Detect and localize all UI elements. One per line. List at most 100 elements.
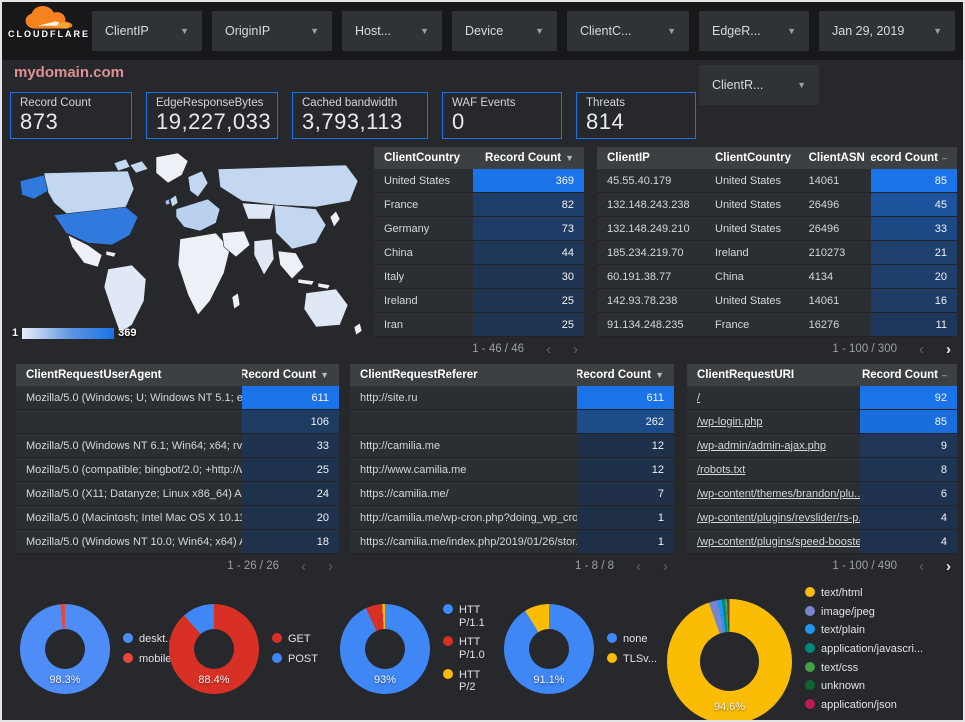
sort-header-record-count[interactable]: Record Count ▼	[576, 369, 664, 381]
filter-chip[interactable]: Host... ▼	[342, 11, 442, 51]
pagination: 1 - 100 / 490 ‹ ›	[687, 554, 957, 578]
prev-page-icon[interactable]: ‹	[919, 340, 924, 358]
legend-label: none	[623, 632, 648, 645]
sort-header-record-count[interactable]: Record Count ▼	[242, 369, 329, 381]
prev-page-icon[interactable]: ‹	[919, 557, 924, 575]
donut-ring[interactable]: 88.4%	[169, 604, 259, 694]
scorecard-value: 3,793,113	[302, 109, 403, 134]
uri-link[interactable]: /wp-content/plugins/speed-booste...	[697, 535, 860, 548]
next-page-icon[interactable]: ›	[573, 340, 578, 358]
scorecard-value: 0	[452, 109, 465, 134]
record-count-cell: 106	[242, 410, 339, 433]
sort-header-record-count[interactable]: Record Count–	[861, 369, 947, 381]
prev-page-icon[interactable]: ‹	[636, 557, 641, 575]
table-row: China 44	[374, 241, 584, 265]
sort-indicator-icon: –	[941, 370, 947, 380]
data-cell: Mozilla/5.0 (Windows NT 10.0; Win64; x64…	[26, 535, 242, 548]
legend-dot-icon	[607, 652, 617, 663]
scorecard-value: 814	[586, 109, 625, 134]
donut-ring[interactable]: 91.1%	[504, 604, 594, 694]
table-row: https://camilia.me/7	[350, 482, 674, 506]
cloudflare-logo: CLOUDFLARE	[8, 6, 90, 39]
filter-label: ClientR...	[712, 78, 764, 92]
data-cell: http://camilia.me	[360, 439, 441, 452]
uri-link[interactable]: /wp-content/plugins/revslider/rs-p...	[697, 511, 860, 524]
table-row: /wp-content/themes/brandon/plu... 6	[687, 482, 957, 506]
chevron-down-icon: ▼	[933, 26, 942, 36]
data-cell: Germany	[384, 222, 430, 235]
scorecard: Threats 814	[576, 92, 696, 139]
table-row: /robots.txt 8	[687, 458, 957, 482]
filter-chip[interactable]: EdgeR... ▼	[699, 11, 809, 51]
data-cell: Mozilla/5.0 (X11; Datanyze; Linux x86_64…	[26, 487, 243, 500]
data-cell: Mozilla/5.0 (Windows NT 6.1; Win64; x64;…	[26, 439, 243, 452]
geo-map-chart[interactable]: 1 369	[10, 147, 370, 347]
filter-bar: ClientIP ▼ OriginIP ▼ Host... ▼ Device ▼ ClientC…	[92, 11, 955, 51]
legend-label: TLSv...	[623, 652, 658, 665]
table-row: /wp-content/plugins/revslider/rs-p... 4	[687, 506, 957, 530]
table-header-row: ClientRequestReferer Record Count ▼	[350, 364, 674, 386]
data-cell: http://www.camilia.me	[360, 463, 467, 476]
legend-label: HTTP/1.0	[459, 636, 485, 661]
uri-link[interactable]: /wp-login.php	[697, 415, 763, 428]
next-page-icon[interactable]: ›	[328, 557, 333, 575]
record-count-cell: 24	[242, 482, 339, 505]
sort-header-record-count[interactable]: Record Count ▼	[485, 152, 574, 164]
filter-label: EdgeR...	[712, 24, 761, 38]
record-count-cell: 262	[576, 410, 674, 433]
chevron-down-icon: ▼	[180, 26, 189, 36]
table-row: Mozilla/5.0 (Windows NT 6.1; Win64; x64;…	[16, 434, 339, 458]
filter-chip[interactable]: ClientIP ▼	[92, 11, 202, 51]
donut-ring[interactable]: 94.6%	[667, 598, 792, 720]
record-count-cell: 12	[576, 458, 674, 481]
next-page-icon[interactable]: ›	[663, 557, 668, 575]
prev-page-icon[interactable]: ‹	[301, 557, 306, 575]
date-filter[interactable]: Jan 29, 2019 ▼	[819, 11, 955, 51]
data-cell: United States	[384, 174, 451, 187]
pagination-label: 1 - 8 / 8	[575, 560, 614, 572]
table-row: Mozilla/5.0 (compatible; bingbot/2.0; +h…	[16, 458, 339, 482]
scorecard: Record Count 873	[10, 92, 132, 139]
prev-page-icon[interactable]: ‹	[546, 340, 551, 358]
donut-ring[interactable]: 93%	[340, 604, 430, 694]
record-count-cell: 369	[472, 169, 584, 192]
table-row: 142.93.78.238 United States 14061 16	[597, 289, 957, 313]
pagination: 1 - 8 / 8 ‹ ›	[350, 554, 674, 578]
cloudflare-cloud-icon	[25, 6, 73, 29]
uri-link[interactable]: /wp-content/themes/brandon/plu...	[697, 487, 860, 500]
scorecard-value: 873	[20, 109, 59, 134]
data-cell: 142.93.78.238	[607, 294, 678, 307]
filter-label: Device	[465, 24, 504, 38]
data-cell: United States	[715, 294, 782, 307]
next-page-icon[interactable]: ›	[946, 340, 951, 358]
donut-ring[interactable]: 98.3%	[20, 604, 110, 694]
filter-clientrequest[interactable]: ClientR... ▼	[699, 65, 819, 105]
uri-link[interactable]: /wp-admin/admin-ajax.php	[697, 439, 827, 452]
table-row: 60.191.38.77 China 4134 20	[597, 265, 957, 289]
uri-link[interactable]: /robots.txt	[697, 463, 746, 476]
legend-label: unknown	[821, 680, 866, 693]
data-cell: Ireland	[715, 246, 749, 259]
legend-item: TLSv...	[607, 652, 658, 666]
client-request-uri-table: ClientRequestURI Record Count – / 92/wp-logi…	[687, 364, 957, 578]
uri-link[interactable]: /	[697, 391, 701, 404]
data-cell: 210273	[808, 246, 846, 259]
data-cell: https://camilia.me/	[360, 487, 449, 500]
data-cell: 91.134.248.235	[607, 318, 684, 331]
pagination-label: 1 - 26 / 26	[227, 560, 279, 572]
scorecard-label: EdgeResponseBytes	[156, 97, 264, 109]
client-ip-table: ClientIP ClientCountry ClientASN Record Cou…	[597, 147, 957, 361]
table-row: France 82	[374, 193, 584, 217]
record-count-cell: 25	[472, 313, 584, 336]
sort-header-record-count[interactable]: Record Count–	[870, 152, 947, 164]
next-page-icon[interactable]: ›	[946, 557, 951, 575]
table-row: Mozilla/5.0 (Windows NT 10.0; Win64; x64…	[16, 530, 339, 554]
filter-chip[interactable]: OriginIP ▼	[212, 11, 332, 51]
legend-label: text/plain	[821, 624, 866, 637]
record-count-cell: 21	[870, 241, 957, 264]
filter-chip[interactable]: Device ▼	[452, 11, 557, 51]
filter-chip[interactable]: ClientC... ▼	[567, 11, 689, 51]
table-row: Ireland 25	[374, 289, 584, 313]
scorecard: Cached bandwidth 3,793,113	[292, 92, 428, 139]
